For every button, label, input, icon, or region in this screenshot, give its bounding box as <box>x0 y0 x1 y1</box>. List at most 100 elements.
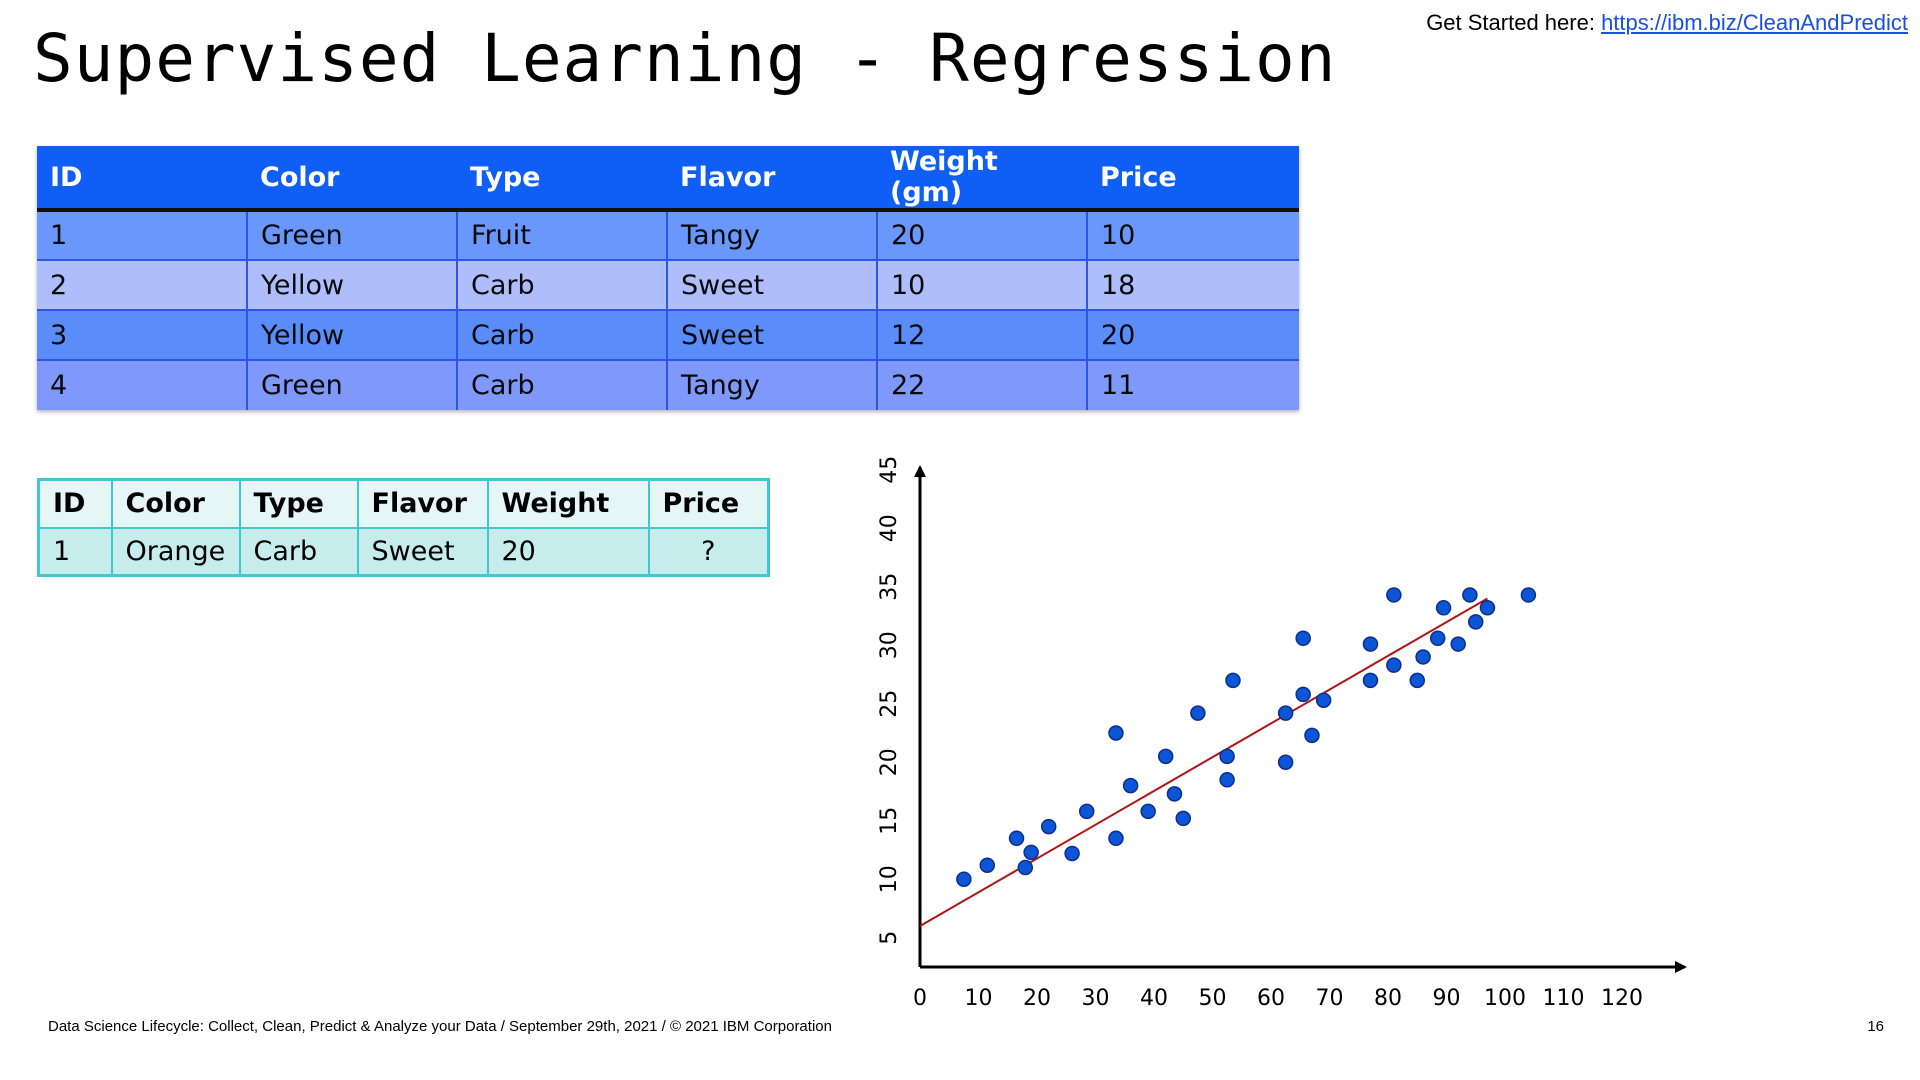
table-cell: Fruit <box>456 209 667 260</box>
table-row: 2 Yellow Carb Sweet 10 18 <box>37 259 1299 310</box>
data-point <box>1277 754 1294 770</box>
page-number: 16 <box>1867 1018 1884 1035</box>
table-header-row: ID Color Type Flavor Weight (gm) Price <box>37 146 1299 212</box>
table-cell: 20 <box>876 209 1087 260</box>
table-cell: 4 <box>37 359 247 410</box>
data-point <box>1166 786 1183 802</box>
regression-line <box>919 597 1488 927</box>
column-header: Type <box>238 478 359 529</box>
table-row: 1 Green Fruit Tangy 20 10 <box>37 209 1299 260</box>
x-tick-label: 80 <box>1374 986 1402 1011</box>
data-point <box>1040 818 1057 835</box>
table-cell: Tangy <box>666 359 877 410</box>
data-point <box>1362 672 1379 689</box>
data-point <box>1479 600 1496 616</box>
x-tick-label: 100 <box>1484 986 1526 1011</box>
training-data-table: ID Color Type Flavor Weight (gm) Price 1… <box>37 146 1299 410</box>
data-point <box>1023 844 1039 861</box>
y-tick-label: 30 <box>877 631 902 659</box>
table-cell: Carb <box>238 526 359 577</box>
data-point <box>1468 614 1484 630</box>
data-point <box>1295 686 1311 703</box>
x-tick-label: 30 <box>1082 986 1110 1011</box>
data-point <box>1219 748 1235 765</box>
data-point <box>1435 600 1452 616</box>
data-point <box>1122 777 1139 794</box>
table-header-row: ID Color Type Flavor Weight Price <box>37 478 770 529</box>
table-cell: Sweet <box>666 259 877 310</box>
x-tick-label: 50 <box>1199 986 1227 1011</box>
x-tick-label: 20 <box>1023 986 1051 1011</box>
column-header: Color <box>110 478 241 529</box>
data-point <box>1450 636 1466 652</box>
x-tick-label: 10 <box>965 986 993 1011</box>
x-tick-label: 120 <box>1601 986 1643 1011</box>
get-started-link[interactable]: https://ibm.biz/CleanAndPredict <box>1601 10 1908 35</box>
column-header: Color <box>247 146 457 212</box>
table-cell: Orange <box>110 526 241 577</box>
y-tick-label: 5 <box>877 931 902 945</box>
table-cell: 1 <box>37 209 247 260</box>
data-point <box>1175 810 1191 827</box>
table-cell: 20 <box>486 526 650 577</box>
page-title: Supervised Learning - Regression <box>33 20 1337 97</box>
y-tick-label: 25 <box>877 690 902 718</box>
table-cell: Green <box>246 359 457 410</box>
table-cell: 11 <box>1086 359 1299 410</box>
y-tick-label: 35 <box>877 573 902 601</box>
y-tick-label: 20 <box>877 748 902 776</box>
data-point <box>1462 587 1478 603</box>
query-table: ID Color Type Flavor Weight Price 1 Oran… <box>37 478 770 577</box>
data-point <box>1362 636 1379 652</box>
data-point <box>1277 705 1294 721</box>
y-tick-label: 15 <box>877 807 902 835</box>
data-point <box>1219 772 1235 788</box>
data-point <box>1157 748 1174 765</box>
data-point <box>1108 830 1124 847</box>
data-point <box>1315 692 1332 708</box>
data-point <box>1017 859 1034 876</box>
data-point <box>1429 630 1446 646</box>
table-cell: 22 <box>876 359 1087 410</box>
data-point <box>1108 725 1124 741</box>
data-point <box>1386 587 1402 603</box>
table-cell: 10 <box>1086 209 1299 260</box>
data-point <box>1008 830 1025 847</box>
table-cell: 3 <box>37 309 247 360</box>
column-header: Price <box>1087 146 1299 212</box>
table-cell: Carb <box>456 359 667 410</box>
table-row: 1 Orange Carb Sweet 20 ? <box>37 526 770 577</box>
x-tick-label: 40 <box>1140 986 1168 1011</box>
column-header: Type <box>457 146 667 212</box>
table-cell: 10 <box>876 259 1087 310</box>
y-tick-label: 10 <box>877 865 902 893</box>
column-header: Weight <box>486 478 650 529</box>
table-cell: 1 <box>37 526 113 577</box>
data-point <box>1386 657 1402 673</box>
regression-scatter-chart: 0 10 20 30 40 50 60 70 80 90 100 110 120 5 10 15 20 25 30 3… <box>877 456 1687 1011</box>
data-point <box>1295 630 1311 646</box>
footer-text: Data Science Lifecycle: Collect, Clean, … <box>48 1018 832 1035</box>
table-row: 4 Green Carb Tangy 22 11 <box>37 359 1299 410</box>
get-started-line: Get Started here: https://ibm.biz/CleanA… <box>1426 10 1908 36</box>
table-cell: Green <box>246 209 457 260</box>
table-cell: Sweet <box>666 309 877 360</box>
table-cell: 12 <box>876 309 1087 360</box>
column-header: Price <box>647 478 770 529</box>
column-header: Flavor <box>356 478 489 529</box>
y-tick-label: 45 <box>877 456 902 484</box>
data-point <box>979 857 996 873</box>
x-tick-label: 90 <box>1433 986 1461 1011</box>
x-tick-label: 0 <box>913 986 927 1011</box>
data-point <box>1064 845 1080 862</box>
table-cell: Carb <box>456 309 667 360</box>
y-tick-label: 40 <box>877 514 902 542</box>
data-point <box>1415 649 1431 665</box>
link-prefix: Get Started here: <box>1426 10 1602 35</box>
data-point <box>1304 727 1320 744</box>
table-cell: 18 <box>1086 259 1299 310</box>
data-point <box>1409 672 1425 689</box>
data-point <box>1190 705 1206 721</box>
data-point <box>1520 587 1537 603</box>
x-tick-label: 110 <box>1543 986 1585 1011</box>
